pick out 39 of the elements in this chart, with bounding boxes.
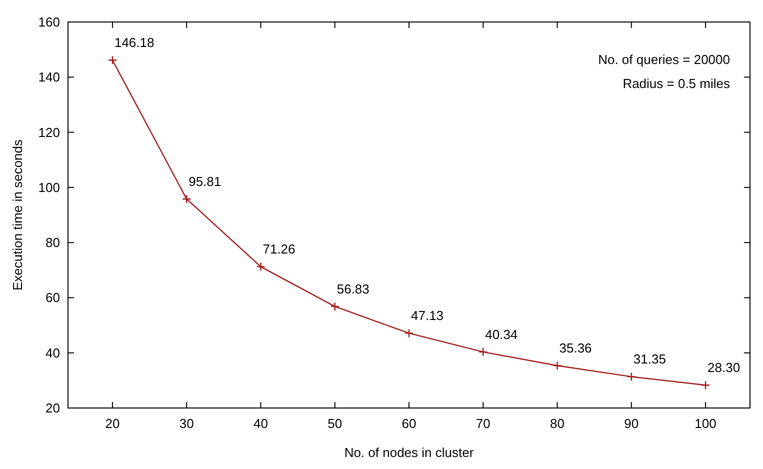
y-tick-label: 80 <box>46 235 60 250</box>
data-label: 56.83 <box>336 281 370 296</box>
data-label: 95.81 <box>188 174 222 189</box>
data-label: 28.30 <box>708 360 740 376</box>
data-label: 146.18 <box>114 35 154 50</box>
y-tick-label: 120 <box>38 124 60 140</box>
point <box>552 361 562 370</box>
x-tick-label: 50 <box>328 416 342 431</box>
point <box>256 262 266 272</box>
point <box>478 347 488 357</box>
annotation: Radius = 0.5 miles <box>622 76 730 91</box>
x-tick-label: 100 <box>694 416 716 431</box>
data-label: 47.13 <box>411 308 444 324</box>
point <box>626 372 636 382</box>
y-tick-label: 160 <box>38 14 60 30</box>
data-label: 31.35 <box>633 352 666 367</box>
point <box>330 302 340 312</box>
x-axis-title: No. of nodes in cluster <box>344 445 474 460</box>
x-tick-label: 30 <box>179 416 194 431</box>
y-tick-label: 140 <box>38 70 60 85</box>
x-tick-label: 20 <box>105 416 120 431</box>
y-tick-label: 20 <box>46 400 60 416</box>
x-tick-label: 40 <box>254 416 268 431</box>
annotation: No. of queries = 20000 <box>598 52 730 67</box>
x-tick-label: 80 <box>550 416 564 431</box>
point <box>700 380 710 390</box>
y-axis-title: Execution time in seconds <box>10 138 25 291</box>
point <box>182 194 192 204</box>
data-label: 71.26 <box>262 242 296 257</box>
x-tick-label: 70 <box>476 416 490 431</box>
x-tick-label: 60 <box>402 416 416 431</box>
y-tick-label: 40 <box>46 345 60 360</box>
x-tick-label: 90 <box>624 416 639 431</box>
point <box>404 328 414 338</box>
y-tick-label: 60 <box>46 290 60 306</box>
data-label: 35.36 <box>559 340 592 356</box>
data-label: 40.34 <box>485 326 518 342</box>
y-tick-label: 100 <box>38 180 60 195</box>
point <box>108 56 118 65</box>
